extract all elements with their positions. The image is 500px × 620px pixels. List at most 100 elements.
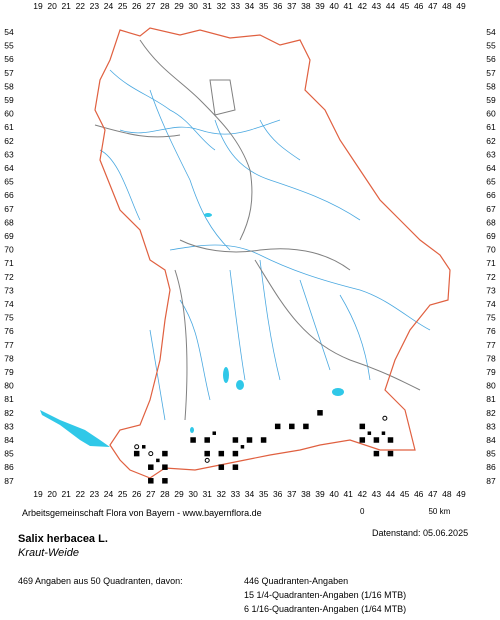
x-axis-label: 30 — [188, 489, 198, 499]
german-name: Kraut-Weide — [18, 547, 79, 559]
x-axis-label: 49 — [456, 1, 466, 11]
bavaria-outline — [94, 27, 451, 479]
x-axis-label: 32 — [217, 489, 227, 499]
quadrant-marker — [232, 437, 239, 443]
y-axis-label: 78 — [4, 353, 14, 363]
quadrant-marker — [218, 464, 225, 470]
y-axis-label: 74 — [4, 299, 14, 309]
y-axis-label: 80 — [4, 381, 14, 391]
x-axis-label: 24 — [104, 1, 114, 11]
x-axis-label: 34 — [245, 489, 255, 499]
y-axis-label: 82 — [486, 408, 496, 418]
y-axis-label: 84 — [4, 435, 14, 445]
x-axis-label: 42 — [358, 489, 368, 499]
rivers — [99, 69, 431, 421]
quadrant-marker — [162, 464, 168, 470]
y-axis-label: 57 — [486, 68, 496, 78]
quadrant-marker — [162, 478, 168, 484]
y-axis-label: 71 — [486, 258, 496, 268]
x-axis-label: 36 — [273, 1, 283, 11]
x-axis-label: 22 — [76, 489, 86, 499]
x-axis-label: 44 — [386, 489, 396, 499]
y-axis-label: 67 — [486, 204, 496, 214]
x-axis-label: 48 — [442, 1, 452, 11]
x-axis-label: 43 — [372, 489, 382, 499]
y-axis-label: 56 — [486, 54, 496, 64]
x-axis-label: 26 — [132, 1, 142, 11]
x-axis-label: 41 — [343, 489, 353, 499]
y-axis-label: 72 — [486, 272, 496, 282]
quadrant-marker — [317, 410, 323, 416]
x-axis-label: 47 — [428, 489, 438, 499]
data-date: Datenstand: 05.06.2025 — [372, 528, 469, 538]
x-axis-label: 19 — [33, 489, 43, 499]
x-axis-label: 47 — [428, 1, 438, 11]
x-axis-label: 35 — [259, 1, 269, 11]
x-axis-label: 22 — [76, 1, 86, 11]
y-axis-label: 63 — [486, 149, 496, 159]
sixteenth-marker — [382, 415, 388, 421]
y-axis-label: 77 — [4, 340, 14, 350]
x-axis-label: 40 — [329, 1, 339, 11]
x-axis-label: 20 — [47, 1, 57, 11]
y-axis-label: 73 — [4, 285, 14, 295]
y-axis-label: 62 — [4, 136, 14, 146]
x-axis-label: 29 — [174, 1, 184, 11]
y-axis-label: 71 — [4, 258, 14, 268]
x-axis-label: 38 — [301, 1, 311, 11]
quadrant-marker — [359, 423, 366, 430]
y-axis-label: 81 — [486, 394, 496, 404]
sixteenth-marker — [148, 451, 154, 457]
subquadrant-marker — [156, 458, 160, 463]
y-axis-label: 72 — [4, 272, 14, 282]
x-axis-label: 32 — [217, 1, 227, 11]
y-axis-label: 70 — [486, 245, 496, 255]
y-axis-label: 83 — [4, 421, 14, 431]
y-axis-label: 60 — [486, 109, 496, 119]
quadrant-marker — [148, 478, 154, 484]
y-axis-label: 87 — [4, 476, 14, 486]
y-axis-label: 86 — [486, 462, 496, 472]
quadrant-marker — [162, 450, 168, 457]
x-axis-label: 37 — [287, 489, 297, 499]
quadrant-marker — [373, 437, 380, 443]
lakes — [40, 213, 344, 447]
y-axis-label: 57 — [4, 68, 14, 78]
quadrant-marker — [260, 437, 267, 443]
subquadrant-marker — [240, 445, 245, 449]
x-axis-label: 40 — [329, 489, 339, 499]
y-axis-label: 64 — [4, 163, 14, 173]
species-name: Salix herbacea L. — [18, 533, 108, 545]
x-axis-label: 31 — [202, 1, 212, 11]
y-axis-label: 68 — [486, 217, 496, 227]
y-axis-label: 75 — [4, 313, 14, 323]
x-axis-label: 36 — [273, 489, 283, 499]
stat-quadrant: 446 Quadranten-Angaben — [244, 576, 349, 586]
x-axis-label: 25 — [118, 1, 128, 11]
y-axis-label: 80 — [486, 381, 496, 391]
grid-labels: 19 19 20 20 21 21 22 22 23 23 24 24 25 25 26 26 27 27 28 28… — [4, 1, 496, 499]
x-axis-label: 20 — [47, 489, 57, 499]
y-axis-label: 60 — [4, 109, 14, 119]
quadrant-marker — [387, 437, 394, 443]
credit-text: Arbeitsgemeinschaft Flora von Bayern - w… — [22, 508, 262, 518]
y-axis-label: 66 — [486, 190, 496, 200]
y-axis-label: 70 — [4, 245, 14, 255]
summary-text: 469 Angaben aus 50 Quadranten, davon: — [18, 576, 183, 586]
subquadrant-marker — [381, 431, 386, 435]
y-axis-label: 69 — [486, 231, 496, 241]
y-axis-label: 61 — [4, 122, 14, 132]
quadrant-marker — [190, 437, 196, 443]
y-axis-label: 85 — [486, 449, 496, 459]
x-axis-label: 49 — [456, 489, 466, 499]
scale-left-label: 0 — [360, 507, 365, 516]
y-axis-label: 83 — [486, 421, 496, 431]
y-axis-label: 66 — [4, 190, 14, 200]
x-axis-label: 24 — [104, 489, 114, 499]
x-axis-label: 45 — [400, 489, 410, 499]
x-axis-label: 35 — [259, 489, 269, 499]
x-axis-label: 46 — [414, 1, 424, 11]
x-axis-label: 38 — [301, 489, 311, 499]
quadrant-marker — [289, 423, 295, 430]
quadrant-marker — [218, 450, 225, 457]
